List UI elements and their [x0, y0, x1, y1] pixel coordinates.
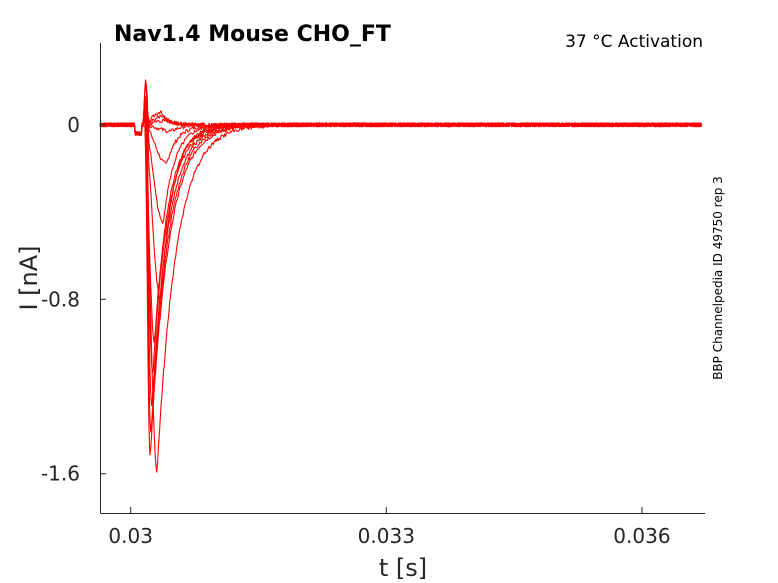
y-tick-label: -1.6: [41, 462, 80, 486]
y-ticks: 0 -0.8 -1.6: [41, 113, 106, 486]
chart-title: Nav1.4 Mouse CHO_FT: [114, 22, 391, 47]
current-trace: [99, 117, 702, 456]
current-trace: [99, 85, 703, 300]
current-trace: [99, 110, 703, 433]
x-tick-label: 0.033: [358, 524, 415, 548]
chart-subtitle: 37 °C Activation: [565, 32, 703, 52]
x-axis-label: t [s]: [379, 554, 427, 582]
x-tick-label: 0.036: [613, 524, 670, 548]
current-trace: [99, 107, 703, 406]
current-trace: [99, 96, 703, 473]
y-tick-label: -0.8: [41, 287, 80, 311]
side-note: BBP Channelpedia ID 49750 rep 3: [711, 176, 725, 380]
traces: [99, 79, 703, 473]
current-trace: [99, 107, 703, 136]
current-trace: [99, 103, 702, 136]
x-ticks: 0.03 0.033 0.036: [108, 507, 671, 548]
y-axis-label: I [nA]: [15, 245, 43, 310]
current-trace: [99, 103, 703, 136]
current-trace: [99, 101, 703, 374]
x-tick-label: 0.03: [108, 524, 153, 548]
current-trace: [99, 103, 703, 136]
y-tick-label: 0: [67, 113, 80, 137]
